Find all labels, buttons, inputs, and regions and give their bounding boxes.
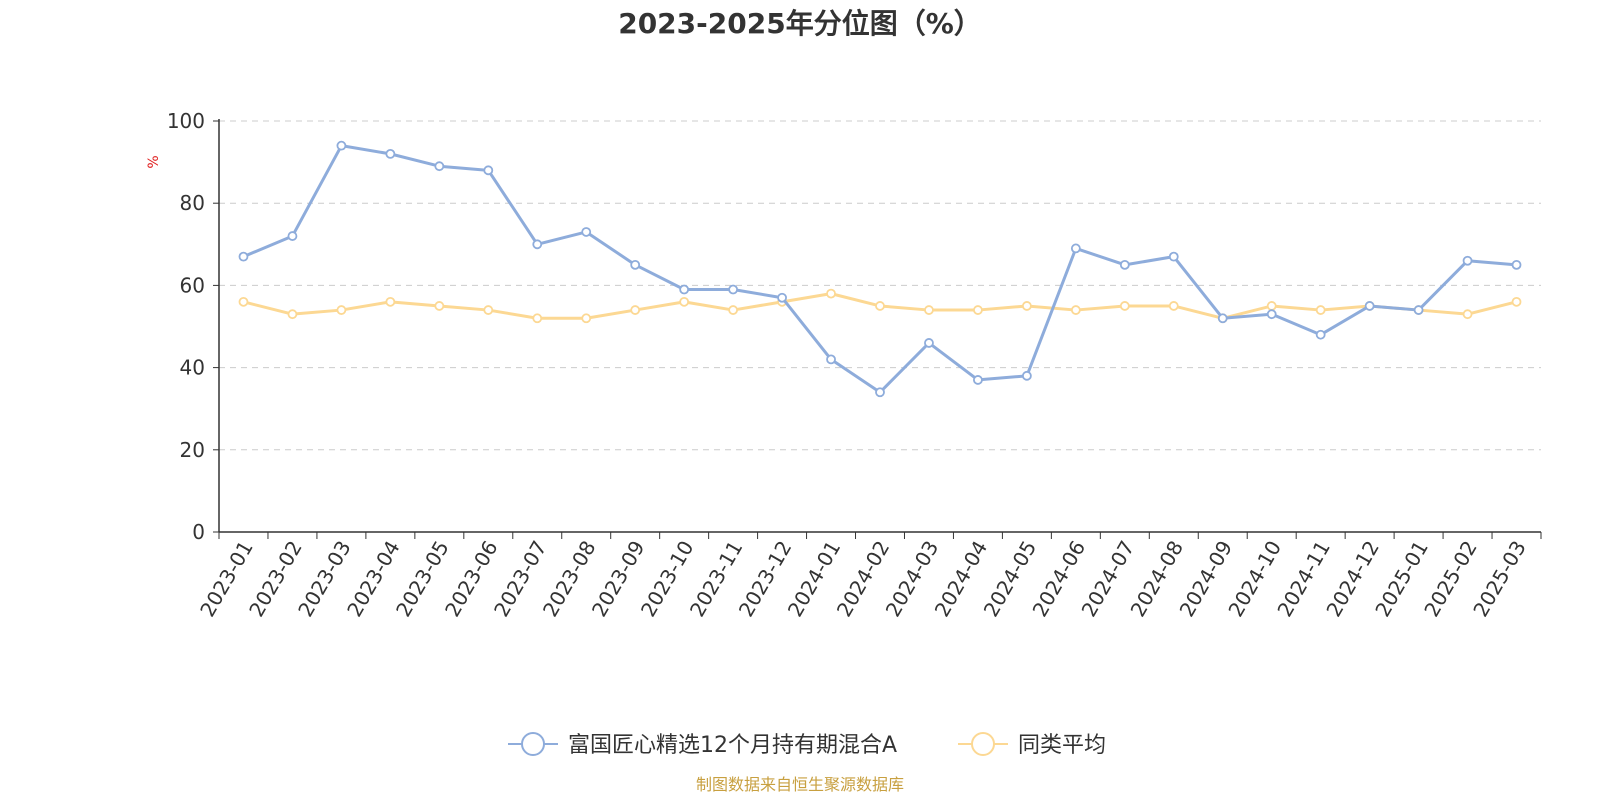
- data-point[interactable]: [1413, 305, 1424, 315]
- data-point[interactable]: [581, 227, 592, 237]
- source-note: 制图数据来自恒生聚源数据库: [696, 775, 904, 794]
- data-point[interactable]: [336, 140, 347, 151]
- data-point[interactable]: [1315, 305, 1326, 315]
- data-point[interactable]: [287, 231, 298, 241]
- legend[interactable]: 富国匠心精选12个月持有期混合A 同类平均: [508, 732, 1106, 758]
- data-point[interactable]: [728, 284, 739, 295]
- data-point[interactable]: [630, 305, 641, 315]
- data-point[interactable]: [924, 338, 934, 348]
- series-1: [238, 288, 1522, 324]
- data-point[interactable]: [1021, 301, 1032, 311]
- data-point[interactable]: [1070, 305, 1081, 315]
- axes: 0204060801002023-012023-022023-032023-04…: [167, 109, 1542, 621]
- data-point[interactable]: [1021, 370, 1032, 381]
- legend-item-1[interactable]: 同类平均: [958, 732, 1106, 758]
- data-point[interactable]: [777, 292, 787, 303]
- data-point[interactable]: [483, 165, 494, 176]
- data-point[interactable]: [924, 305, 934, 315]
- data-point[interactable]: [1119, 301, 1130, 311]
- legend-item-0[interactable]: 富国匠心精选12个月持有期混合A: [508, 732, 897, 758]
- y-tick-label: 80: [180, 191, 205, 215]
- y-tick-label: 0: [192, 520, 205, 544]
- data-point[interactable]: [1168, 251, 1179, 262]
- data-point[interactable]: [679, 284, 690, 295]
- legend-marker: [971, 732, 995, 756]
- data-point[interactable]: [875, 387, 885, 398]
- data-point[interactable]: [385, 148, 396, 159]
- chart-title: 2023-2025年分位图（%）: [618, 7, 982, 40]
- data-point[interactable]: [1266, 301, 1277, 311]
- data-point[interactable]: [434, 301, 445, 311]
- data-point[interactable]: [581, 313, 592, 324]
- data-point[interactable]: [1070, 243, 1081, 254]
- data-point[interactable]: [1168, 301, 1179, 311]
- data-point[interactable]: [238, 296, 249, 307]
- legend-label: 富国匠心精选12个月持有期混合A: [568, 733, 897, 758]
- y-tick-label: 40: [180, 356, 205, 380]
- data-point[interactable]: [728, 305, 739, 315]
- y-tick-label: 60: [180, 273, 205, 297]
- data-point[interactable]: [1119, 259, 1130, 270]
- legend-marker: [521, 732, 545, 756]
- y-tick-label: 20: [180, 438, 205, 462]
- data-point[interactable]: [1462, 309, 1473, 320]
- data-point[interactable]: [679, 296, 690, 307]
- series-group: [238, 140, 1522, 398]
- data-point[interactable]: [973, 305, 983, 315]
- data-point[interactable]: [826, 288, 836, 299]
- data-point[interactable]: [385, 296, 396, 307]
- data-point[interactable]: [1462, 255, 1473, 266]
- y-axis-label: %: [146, 155, 162, 168]
- data-point[interactable]: [1364, 301, 1375, 311]
- grid: [219, 120, 1541, 451]
- data-point[interactable]: [630, 259, 641, 270]
- data-point[interactable]: [1511, 259, 1522, 270]
- data-point[interactable]: [434, 161, 445, 172]
- data-point[interactable]: [532, 239, 543, 250]
- data-point[interactable]: [1511, 296, 1522, 307]
- data-point[interactable]: [287, 309, 298, 320]
- data-point[interactable]: [483, 305, 494, 315]
- data-point[interactable]: [826, 354, 836, 365]
- data-point[interactable]: [532, 313, 543, 324]
- data-point[interactable]: [1266, 309, 1277, 320]
- data-point[interactable]: [1217, 313, 1228, 324]
- y-tick-label: 100: [167, 109, 205, 133]
- data-point[interactable]: [973, 375, 983, 385]
- series-line: [242, 144, 1517, 394]
- data-point[interactable]: [875, 301, 885, 311]
- data-point[interactable]: [1315, 329, 1326, 340]
- legend-label: 同类平均: [1018, 733, 1106, 758]
- data-point[interactable]: [336, 305, 347, 315]
- series-0: [238, 140, 1522, 398]
- data-point[interactable]: [238, 251, 249, 262]
